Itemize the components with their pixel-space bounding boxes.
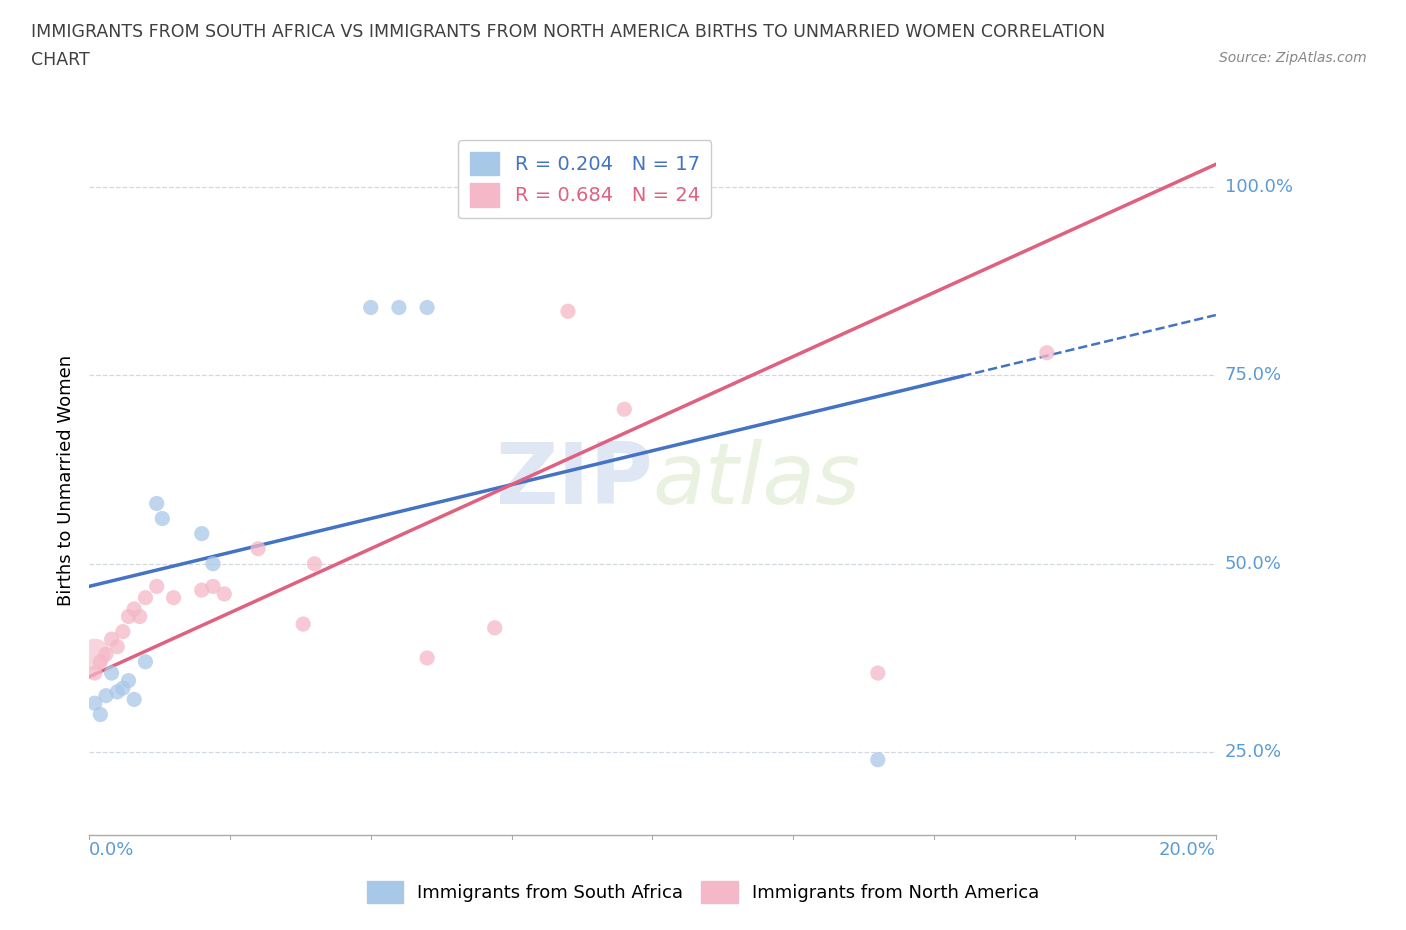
Point xyxy=(1036,345,1059,360)
Point xyxy=(190,583,212,598)
Point xyxy=(83,666,105,681)
Point xyxy=(128,609,150,624)
Point xyxy=(89,655,111,670)
Text: Source: ZipAtlas.com: Source: ZipAtlas.com xyxy=(1219,51,1367,65)
Point xyxy=(866,752,889,767)
Point xyxy=(416,651,439,666)
Point xyxy=(134,655,156,670)
Point xyxy=(83,646,105,661)
Point xyxy=(145,496,167,511)
Point xyxy=(100,631,122,646)
Point xyxy=(150,512,173,526)
Point xyxy=(247,541,270,556)
Point xyxy=(162,591,184,605)
Point xyxy=(83,696,105,711)
Text: ZIP: ZIP xyxy=(495,439,652,523)
Point xyxy=(105,684,128,699)
Point xyxy=(202,579,225,594)
Point xyxy=(360,300,382,315)
Text: 75.0%: 75.0% xyxy=(1225,366,1282,384)
Point xyxy=(557,304,579,319)
Point xyxy=(304,556,326,571)
Point xyxy=(111,624,134,639)
Text: 50.0%: 50.0% xyxy=(1225,555,1282,573)
Point xyxy=(117,673,139,688)
Text: 100.0%: 100.0% xyxy=(1225,178,1294,196)
Point xyxy=(94,688,117,703)
Legend: R = 0.204   N = 17, R = 0.684   N = 24: R = 0.204 N = 17, R = 0.684 N = 24 xyxy=(458,140,711,219)
Point xyxy=(416,300,439,315)
Legend: Immigrants from South Africa, Immigrants from North America: Immigrants from South Africa, Immigrants… xyxy=(360,873,1046,910)
Point xyxy=(484,620,506,635)
Point xyxy=(117,609,139,624)
Text: 0.0%: 0.0% xyxy=(89,841,135,859)
Point xyxy=(111,681,134,696)
Text: 20.0%: 20.0% xyxy=(1159,841,1216,859)
Point xyxy=(89,707,111,722)
Point xyxy=(122,602,145,617)
Point xyxy=(134,591,156,605)
Text: IMMIGRANTS FROM SOUTH AFRICA VS IMMIGRANTS FROM NORTH AMERICA BIRTHS TO UNMARRIE: IMMIGRANTS FROM SOUTH AFRICA VS IMMIGRAN… xyxy=(31,23,1105,41)
Point xyxy=(866,666,889,681)
Point xyxy=(613,402,636,417)
Text: CHART: CHART xyxy=(31,51,90,69)
Text: atlas: atlas xyxy=(652,439,860,523)
Point xyxy=(100,666,122,681)
Y-axis label: Births to Unmarried Women: Births to Unmarried Women xyxy=(58,355,75,606)
Text: 25.0%: 25.0% xyxy=(1225,743,1282,761)
Point xyxy=(214,587,236,602)
Point xyxy=(202,556,225,571)
Point xyxy=(122,692,145,707)
Point xyxy=(105,639,128,654)
Point xyxy=(145,579,167,594)
Point xyxy=(94,646,117,661)
Point xyxy=(190,526,212,541)
Point xyxy=(388,300,411,315)
Point xyxy=(292,617,315,631)
